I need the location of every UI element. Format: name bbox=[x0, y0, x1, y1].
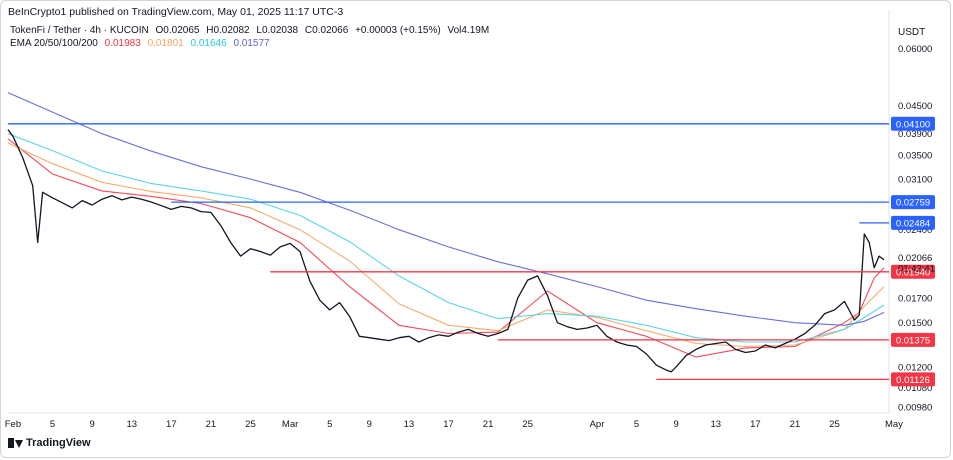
symbol-pair[interactable]: TokenFi / Tether · 4h · KUCOIN bbox=[10, 25, 149, 36]
ohlc-low: L0.02038 bbox=[256, 25, 299, 36]
y-tick-label: 0.03900 bbox=[898, 129, 932, 140]
ema-label[interactable]: EMA 20/50/100/200 bbox=[10, 38, 98, 49]
ema-100-value: 0.01646 bbox=[190, 38, 227, 49]
x-tick-label: Feb bbox=[5, 419, 21, 430]
x-tick-label: 5 bbox=[50, 419, 55, 430]
level-label-box bbox=[891, 332, 935, 347]
level-label-box bbox=[891, 195, 935, 210]
ema-20-value: 0.01983 bbox=[104, 38, 141, 49]
x-tick-label: 25 bbox=[829, 419, 840, 430]
level-label: 0.01940 bbox=[896, 267, 930, 278]
current-price-label: 0.02066 bbox=[898, 253, 932, 264]
x-tick-label: 21 bbox=[790, 419, 801, 430]
ema-line bbox=[7, 138, 885, 358]
y-tick-label: 0.01500 bbox=[898, 318, 932, 329]
current-price-label: 01:42:41 bbox=[898, 263, 935, 274]
level-label-box bbox=[891, 264, 935, 279]
level-label-box bbox=[891, 116, 935, 131]
ema-line bbox=[7, 142, 885, 348]
y-tick-label: 0.03500 bbox=[898, 151, 932, 162]
ema-50-value: 0.01801 bbox=[147, 38, 184, 49]
level-label-box bbox=[891, 215, 935, 230]
publisher-header: BeInCrypto1 published on TradingView.com… bbox=[8, 6, 344, 18]
x-tick-label: 21 bbox=[483, 419, 494, 430]
level-label: 0.04100 bbox=[896, 119, 930, 130]
volume: Vol4.19M bbox=[447, 25, 490, 36]
level-label: 0.01375 bbox=[896, 335, 930, 346]
tradingview-footer[interactable]: TradingView bbox=[8, 437, 91, 449]
ema-line bbox=[7, 133, 885, 343]
y-tick-label: 0.02400 bbox=[898, 225, 932, 236]
y-tick-label: 0.01080 bbox=[898, 383, 932, 394]
x-tick-label: 5 bbox=[634, 419, 639, 430]
ohlc-close: C0.02066 bbox=[304, 25, 349, 36]
currency-label[interactable]: USDT bbox=[898, 27, 926, 38]
y-tick-label: 0.00980 bbox=[898, 402, 932, 413]
x-tick-label: 21 bbox=[206, 419, 217, 430]
x-tick-label: 13 bbox=[126, 419, 137, 430]
level-label-box bbox=[891, 372, 935, 387]
tradingview-logo-icon bbox=[8, 438, 23, 448]
x-tick-label: 17 bbox=[750, 419, 761, 430]
x-tick-label: 9 bbox=[89, 419, 94, 430]
x-tick-label: 17 bbox=[443, 419, 454, 430]
price-change: +0.00003 (+0.15%) bbox=[355, 25, 441, 36]
y-tick-label: 0.01700 bbox=[898, 293, 932, 304]
y-tick-label: 0.03100 bbox=[898, 175, 932, 186]
y-tick-label: 0.06000 bbox=[898, 44, 932, 55]
x-tick-label: 17 bbox=[166, 419, 177, 430]
ohlc-high: H0.02082 bbox=[206, 25, 250, 36]
footer-brand: TradingView bbox=[26, 437, 91, 449]
x-tick-label: 13 bbox=[710, 419, 721, 430]
level-label: 0.02484 bbox=[896, 218, 930, 229]
ema-line bbox=[7, 92, 885, 326]
price-line bbox=[7, 129, 885, 373]
x-tick-label: May bbox=[885, 419, 903, 430]
ema-legend: EMA 20/50/100/200 0.01983 0.01801 0.0164… bbox=[10, 38, 274, 49]
x-tick-label: 25 bbox=[245, 419, 256, 430]
x-tick-label: 9 bbox=[674, 419, 679, 430]
level-label: 0.02759 bbox=[896, 198, 930, 209]
y-tick-label: 0.01200 bbox=[898, 362, 932, 373]
level-label: 0.01126 bbox=[896, 375, 930, 386]
y-tick-label: 0.04500 bbox=[898, 101, 932, 112]
x-tick-label: 25 bbox=[522, 419, 533, 430]
x-tick-label: Apr bbox=[590, 419, 605, 430]
ohlc-open: O0.02065 bbox=[155, 25, 200, 36]
ema-200-value: 0.01577 bbox=[233, 38, 270, 49]
x-tick-label: 9 bbox=[367, 419, 372, 430]
x-tick-label: 13 bbox=[404, 419, 415, 430]
x-tick-label: 5 bbox=[327, 419, 332, 430]
x-tick-label: Mar bbox=[282, 419, 298, 430]
symbol-info: TokenFi / Tether · 4h · KUCOIN O0.02065 … bbox=[10, 25, 493, 36]
